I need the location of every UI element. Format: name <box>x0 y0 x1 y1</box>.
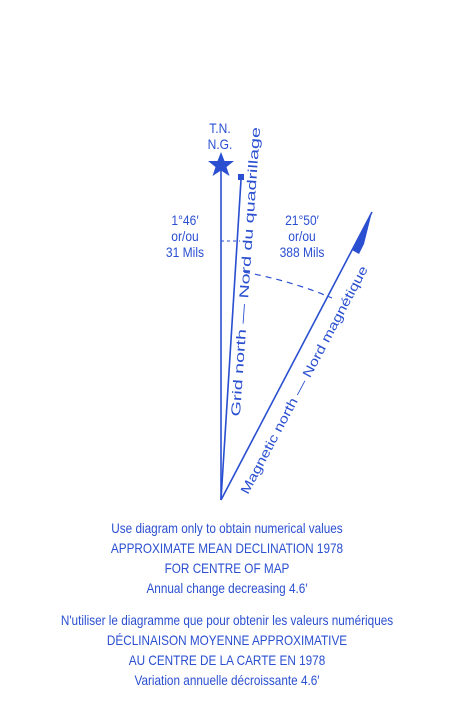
declination-diagram: Grid north — Nord du quadrillage Magneti… <box>208 127 373 501</box>
note-en-declination: APPROXIMATE MEAN DECLINATION 1978 <box>110 540 344 556</box>
grid-angle-mils: 31 Mils <box>165 244 205 260</box>
grid-north-line <box>220 179 242 501</box>
grid-angle-connector: or/ou <box>171 228 199 244</box>
star-icon <box>208 152 234 176</box>
declination-notes: Use diagram only to obtain numerical val… <box>0 518 454 690</box>
grid-north-line-label: Grid north — Nord du quadrillage <box>228 127 263 417</box>
magnetic-north-line-label: Magnetic north — Nord magnétique <box>237 263 370 496</box>
note-fr-usage: N'utiliser le diagramme que pour obtenir… <box>60 612 394 628</box>
note-en-annual-change: Annual change decreasing 4.6′ <box>146 580 308 596</box>
note-en-centre: FOR CENTRE OF MAP <box>164 560 290 576</box>
note-fr-declination: DÉCLINAISON MOYENNE APPROXIMATIVE <box>106 632 348 648</box>
magnetic-angle-connector: or/ou <box>288 228 316 244</box>
magnetic-angle-mils: 388 Mils <box>279 244 325 260</box>
grid-north-square-marker <box>238 174 244 180</box>
true-north-label: T.N. <box>209 120 231 136</box>
magnetic-angle-degrees: 21°50′ <box>285 212 319 228</box>
declination-arc <box>243 271 333 299</box>
grid-north-top-label: N.G. <box>207 136 233 152</box>
grid-angle-degrees: 1°46′ <box>171 212 199 228</box>
note-fr-centre: AU CENTRE DE LA CARTE EN 1978 <box>128 652 326 668</box>
half-arrowhead-icon <box>352 212 372 254</box>
magnetic-north-line <box>220 211 373 501</box>
note-en-usage: Use diagram only to obtain numerical val… <box>111 520 343 536</box>
note-fr-annual-change: Variation annuelle décroissante 4.6′ <box>134 672 320 688</box>
